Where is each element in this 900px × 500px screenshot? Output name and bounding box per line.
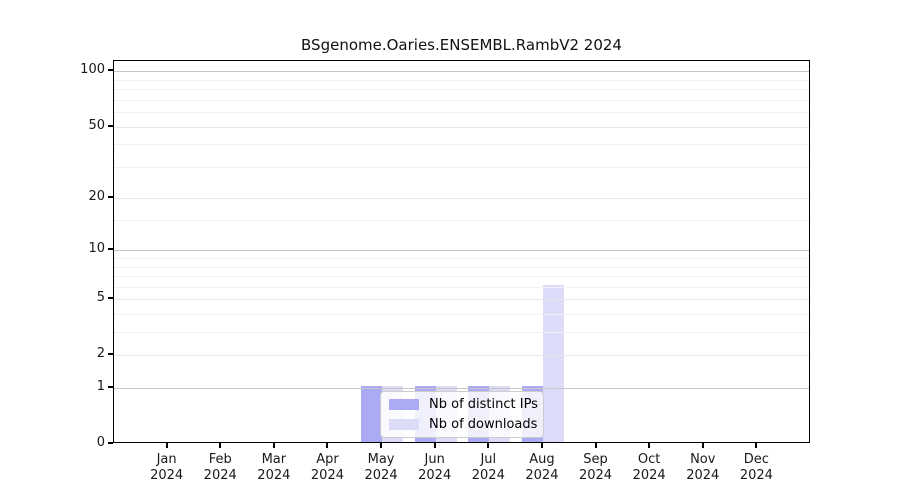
x-tick-label-month: Feb [208, 452, 232, 467]
gridline-y-50 [114, 126, 809, 128]
y-tick-label-5: 5 [96, 290, 105, 306]
legend-swatch-downloads [389, 419, 419, 430]
x-tick-label-month: Apr [316, 452, 339, 467]
y-tick-label-10: 10 [88, 241, 105, 257]
x-tick-label-10: Oct 2024 [617, 452, 681, 484]
legend-label-distinct-ips: Nb of distinct IPs [429, 397, 538, 412]
gridline-y-6 [114, 286, 809, 288]
y-tick-label-0: 0 [96, 435, 105, 450]
x-tick-label-4: Apr 2024 [295, 452, 359, 484]
gridline-y-70 [114, 99, 809, 101]
gridline-y-7 [114, 276, 809, 278]
x-tick-3 [272, 443, 275, 448]
x-tick-label-2: Feb 2024 [188, 452, 252, 484]
gridline-y-5 [114, 299, 809, 301]
x-tick-label-7: Jul 2024 [456, 452, 520, 484]
y-tick-label-1: 1 [96, 379, 105, 395]
x-tick-label-year: 2024 [471, 468, 505, 483]
gridline-y-4 [114, 314, 809, 316]
x-tick-10 [648, 443, 651, 448]
gridline-y-10 [114, 250, 809, 252]
x-tick-6 [433, 443, 436, 448]
x-tick-label-year: 2024 [525, 468, 559, 483]
gridline-y-60 [114, 112, 809, 114]
x-tick-label-year: 2024 [632, 468, 666, 483]
x-tick-label-9: Sep 2024 [564, 452, 628, 484]
x-tick-11 [701, 443, 704, 448]
legend-label-downloads: Nb of downloads [429, 417, 538, 432]
x-tick-label-12: Dec 2024 [724, 452, 788, 484]
bar-downloads-aug-2024 [542, 284, 564, 442]
y-tick-50 [108, 124, 113, 127]
x-tick-label-month: Jun [424, 452, 445, 467]
gridline-y-9 [114, 258, 809, 260]
bar-distinct-ips-may-2024 [361, 386, 383, 442]
gridline-y-100 [114, 71, 809, 73]
y-tick-5 [108, 297, 113, 300]
x-tick-5 [380, 443, 383, 448]
x-tick-label-year: 2024 [418, 468, 452, 483]
y-tick-100 [108, 69, 113, 72]
y-tick-label-50: 50 [88, 117, 105, 133]
y-tick-20 [108, 196, 113, 199]
y-tick-2 [108, 353, 113, 356]
x-tick-label-year: 2024 [150, 468, 184, 483]
x-tick-label-month: May [367, 452, 395, 467]
x-tick-7 [487, 443, 490, 448]
y-tick-label-20: 20 [88, 189, 105, 205]
x-tick-label-11: Nov 2024 [671, 452, 735, 484]
x-tick-label-month: Jul [480, 452, 497, 467]
gridline-y-40 [114, 144, 809, 146]
x-tick-label-year: 2024 [739, 468, 773, 483]
x-tick-1 [165, 443, 168, 448]
x-tick-label-3: Mar 2024 [242, 452, 306, 484]
x-tick-label-1: Jan 2024 [135, 452, 199, 484]
legend-item-distinct-ips: Nb of distinct IPs [389, 397, 543, 412]
gridline-y-80 [114, 89, 809, 91]
x-tick-label-month: Sep [583, 452, 608, 467]
y-tick-10 [108, 248, 113, 251]
gridline-y-8 [114, 266, 809, 268]
legend-item-downloads: Nb of downloads [389, 417, 543, 432]
x-tick-label-month: Mar [261, 452, 287, 467]
gridline-y-30 [114, 166, 809, 168]
y-tick-label-100: 100 [80, 62, 105, 78]
x-tick-label-month: Nov [690, 452, 716, 467]
x-tick-label-month: Dec [743, 452, 769, 467]
y-tick-0 [108, 442, 113, 444]
x-tick-label-year: 2024 [203, 468, 237, 483]
x-tick-label-year: 2024 [578, 468, 613, 483]
x-tick-label-year: 2024 [686, 468, 720, 483]
x-tick-label-year: 2024 [257, 468, 291, 483]
legend-swatch-distinct-ips [389, 399, 419, 410]
x-tick-label-month: Jan [156, 452, 177, 467]
x-tick-label-6: Jun 2024 [403, 452, 467, 484]
x-tick-label-5: May 2024 [349, 452, 413, 484]
x-tick-label-month: Oct [637, 452, 661, 467]
y-tick-1 [108, 386, 113, 389]
gridline-y-3 [114, 332, 809, 334]
gridline-y-1 [114, 388, 809, 390]
x-tick-label-8: Aug 2024 [510, 452, 574, 484]
legend: Nb of distinct IPs Nb of downloads [380, 391, 544, 438]
y-tick-label-2: 2 [96, 346, 105, 362]
x-tick-label-year: 2024 [310, 468, 344, 483]
x-tick-4 [326, 443, 329, 448]
x-tick-2 [219, 443, 222, 448]
x-tick-label-year: 2024 [364, 468, 398, 483]
gridline-y-2 [114, 355, 809, 357]
gridline-y-20 [114, 198, 809, 200]
x-tick-9 [594, 443, 597, 448]
x-tick-8 [540, 443, 543, 448]
x-tick-label-month: Aug [529, 452, 555, 467]
gridline-y-15 [114, 220, 809, 222]
gridline-y-90 [114, 79, 809, 81]
plot-area: Nb of distinct IPs Nb of downloads [113, 60, 810, 443]
chart-title: BSgenome.Oaries.ENSEMBL.RambV2 2024 [301, 36, 622, 54]
x-tick-12 [755, 443, 758, 448]
